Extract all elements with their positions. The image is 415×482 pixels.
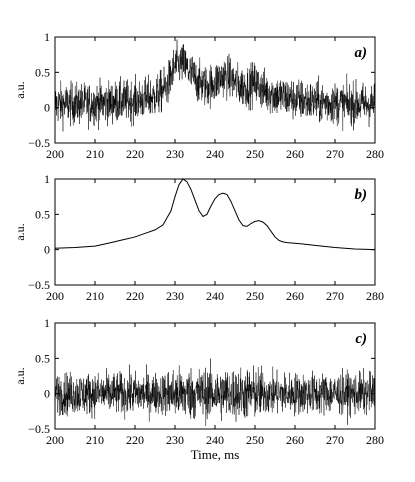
x-tick-label: 200 [46, 433, 64, 447]
x-tick-label: 210 [86, 147, 104, 161]
y-tick-label: 0.5 [35, 65, 50, 79]
y-tick-label: 0.5 [35, 207, 50, 221]
x-tick-label: 280 [366, 289, 384, 303]
axes-frame [54, 322, 376, 430]
data-trace-noisy [54, 358, 376, 427]
y-tick-label: 0 [44, 101, 50, 115]
x-tick-label: 250 [246, 433, 264, 447]
x-tick-label: 280 [366, 433, 384, 447]
y-tick-label: 1 [44, 30, 50, 44]
x-tick-label: 220 [126, 147, 144, 161]
x-tick-label: 240 [206, 433, 224, 447]
y-axis-label: a.u. [13, 367, 27, 384]
panel-label: a) [355, 45, 368, 61]
data-trace-noisy [54, 39, 376, 132]
panel-3: 200 210 220 230 240 250 260 270 280 −0.5 0 0.5 1 a.u.… [13, 316, 384, 462]
x-tick-label: 200 [46, 289, 64, 303]
x-tick-label: 220 [126, 289, 144, 303]
axes-frame [54, 178, 376, 286]
x-tick-label: 260 [286, 433, 304, 447]
x-tick-label: 230 [166, 433, 184, 447]
x-tick-label: 220 [126, 433, 144, 447]
y-tick-label: 0 [44, 243, 50, 257]
data-trace-line [54, 178, 376, 251]
panel-label: c) [355, 331, 367, 347]
x-tick-label: 200 [46, 147, 64, 161]
y-tick-label: 0 [44, 387, 50, 401]
x-tick-label: 240 [206, 289, 224, 303]
y-tick-label: −0.5 [28, 136, 50, 150]
y-tick-label: 0.5 [35, 351, 50, 365]
y-tick-label: 1 [44, 316, 50, 330]
x-tick-label: 230 [166, 147, 184, 161]
panel-2: 200 210 220 230 240 250 260 270 280 −0.5 0 0.5 1 a.u.… [13, 172, 384, 303]
x-tick-label: 250 [246, 289, 264, 303]
y-axis-label: a.u. [13, 81, 27, 98]
y-tick-label: −0.5 [28, 422, 50, 436]
x-tick-label: 270 [326, 289, 344, 303]
x-tick-label: 270 [326, 433, 344, 447]
x-tick-label: 280 [366, 147, 384, 161]
x-tick-label: 260 [286, 289, 304, 303]
x-tick-label: 240 [206, 147, 224, 161]
x-tick-label: 230 [166, 289, 184, 303]
x-tick-label: 210 [86, 433, 104, 447]
panel-label: b) [355, 187, 368, 203]
x-tick-label: 270 [326, 147, 344, 161]
y-axis-label: a.u. [13, 223, 27, 240]
x-axis-label: Time, ms [191, 447, 240, 462]
y-tick-label: 1 [44, 172, 50, 186]
panel-1: 200 210 220 230 240 250 260 270 280 −0.5 0 0.5 1 a.u.… [13, 30, 384, 161]
x-tick-label: 250 [246, 147, 264, 161]
x-tick-label: 210 [86, 289, 104, 303]
x-tick-label: 260 [286, 147, 304, 161]
y-tick-label: −0.5 [28, 278, 50, 292]
